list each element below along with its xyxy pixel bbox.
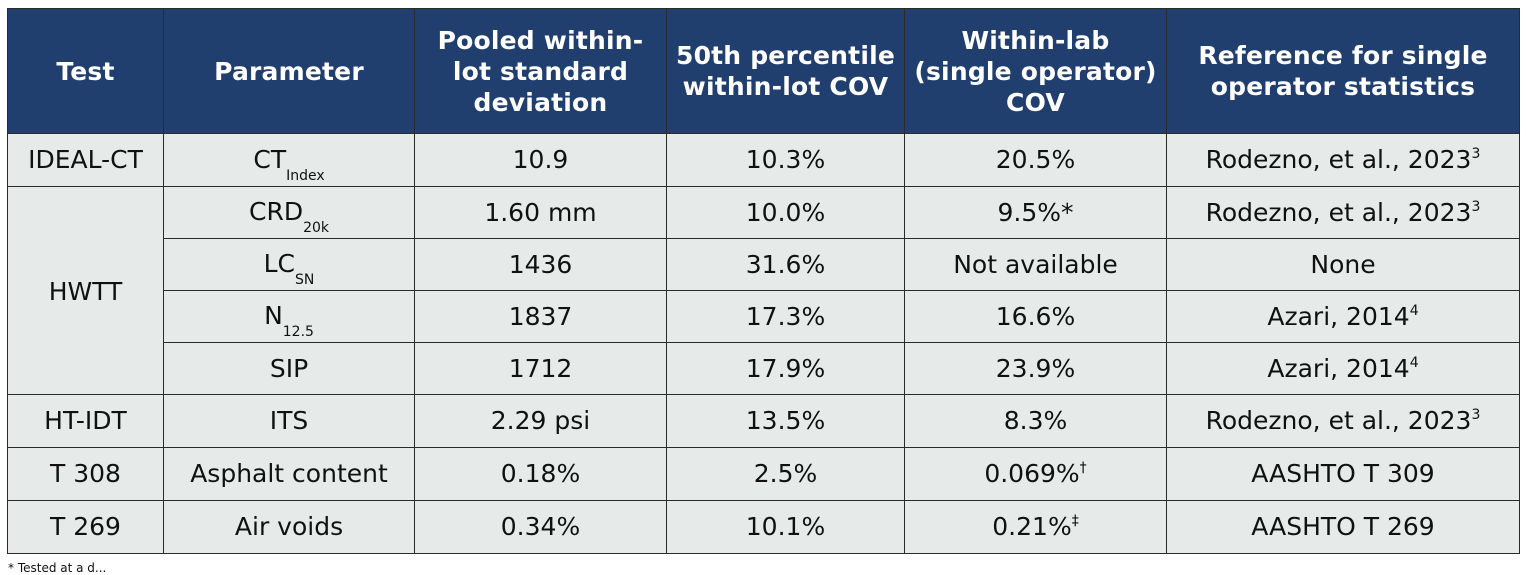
header-parameter: Parameter bbox=[163, 8, 415, 134]
test-ideal-ct: IDEAL-CT bbox=[7, 133, 164, 187]
parameter-cell: N12.5 bbox=[163, 290, 415, 343]
test-t308: T 308 bbox=[7, 447, 164, 501]
parameter-cell: SIP bbox=[163, 342, 415, 395]
table-row: N12.5 1837 17.3% 16.6% Azari, 20144 bbox=[8, 290, 1520, 343]
cov-50th-cell: 17.3% bbox=[666, 290, 905, 343]
table-row: HT-IDT ITS 2.29 psi 13.5% 8.3% Rodezno, … bbox=[7, 394, 1520, 448]
within-lab-cov-cell: 23.9% bbox=[904, 342, 1167, 395]
parameter-cell: LCSN bbox=[163, 238, 415, 291]
pooled-std-cell: 1436 bbox=[414, 238, 667, 291]
reference-cell: Rodezno, et al., 20233 bbox=[1166, 394, 1520, 448]
reference-cell: Azari, 20144 bbox=[1166, 290, 1520, 343]
reference-cell: Azari, 20144 bbox=[1166, 342, 1520, 395]
pooled-std-cell: 0.34% bbox=[414, 500, 667, 554]
cov-50th-cell: 10.0% bbox=[666, 186, 905, 239]
header-row: Test Parameter Pooled within-lot standar… bbox=[7, 8, 1520, 134]
within-lab-cov-cell: 0.069%† bbox=[904, 447, 1167, 501]
table-row: IDEAL-CT CTIndex 10.9 10.3% 20.5% Rodezn… bbox=[7, 133, 1520, 187]
table-row: SIP 1712 17.9% 23.9% Azari, 20144 bbox=[8, 342, 1520, 395]
table-row: HWTT CRD20k 1.60 mm 10.0% 9.5%* Rodezno,… bbox=[7, 186, 1520, 395]
reference-cell: Rodezno, et al., 20233 bbox=[1166, 186, 1520, 239]
cov-50th-cell: 13.5% bbox=[666, 394, 905, 448]
parameter-cell: CRD20k bbox=[163, 186, 415, 239]
statistics-table: Test Parameter Pooled within-lot standar… bbox=[7, 8, 1520, 554]
pooled-std-cell: 1712 bbox=[414, 342, 667, 395]
parameter-cell: Asphalt content bbox=[163, 447, 415, 501]
within-lab-cov-cell: 20.5% bbox=[904, 133, 1167, 187]
test-t269: T 269 bbox=[7, 500, 164, 554]
within-lab-cov-cell: 8.3% bbox=[904, 394, 1167, 448]
reference-cell: AASHTO T 309 bbox=[1166, 447, 1520, 501]
within-lab-cov-cell: 9.5%* bbox=[904, 186, 1167, 239]
reference-cell: None bbox=[1166, 238, 1520, 291]
pooled-std-cell: 2.29 psi bbox=[414, 394, 667, 448]
header-reference: Reference for single operator statistics bbox=[1166, 8, 1520, 134]
table-row: T 269 Air voids 0.34% 10.1% 0.21%‡ AASHT… bbox=[7, 500, 1520, 554]
pooled-std-cell: 10.9 bbox=[414, 133, 667, 187]
cov-50th-cell: 10.3% bbox=[666, 133, 905, 187]
cov-50th-cell: 31.6% bbox=[666, 238, 905, 291]
parameter-cell: Air voids bbox=[163, 500, 415, 554]
pooled-std-cell: 1.60 mm bbox=[414, 186, 667, 239]
cov-50th-cell: 2.5% bbox=[666, 447, 905, 501]
footnote: * Tested at a d... bbox=[8, 561, 107, 575]
header-pooled-std: Pooled within-lot standard deviation bbox=[414, 8, 667, 134]
within-lab-cov-cell: Not available bbox=[904, 238, 1167, 291]
parameter-cell: CTIndex bbox=[163, 133, 415, 187]
within-lab-cov-cell: 16.6% bbox=[904, 290, 1167, 343]
cov-50th-cell: 17.9% bbox=[666, 342, 905, 395]
parameter-cell: ITS bbox=[163, 394, 415, 448]
test-ht-idt: HT-IDT bbox=[7, 394, 164, 448]
header-cov-50th: 50th percentile within-lot COV bbox=[666, 8, 905, 134]
header-test: Test bbox=[7, 8, 164, 134]
header-within-lab-cov: Within-lab (single operator) COV bbox=[904, 8, 1167, 134]
table-row: T 308 Asphalt content 0.18% 2.5% 0.069%†… bbox=[7, 447, 1520, 501]
cov-50th-cell: 10.1% bbox=[666, 500, 905, 554]
table-row: LCSN 1436 31.6% Not available None bbox=[8, 238, 1520, 291]
test-hwtt: HWTT bbox=[7, 186, 164, 395]
within-lab-cov-cell: 0.21%‡ bbox=[904, 500, 1167, 554]
pooled-std-cell: 0.18% bbox=[414, 447, 667, 501]
reference-cell: Rodezno, et al., 20233 bbox=[1166, 133, 1520, 187]
pooled-std-cell: 1837 bbox=[414, 290, 667, 343]
reference-cell: AASHTO T 269 bbox=[1166, 500, 1520, 554]
